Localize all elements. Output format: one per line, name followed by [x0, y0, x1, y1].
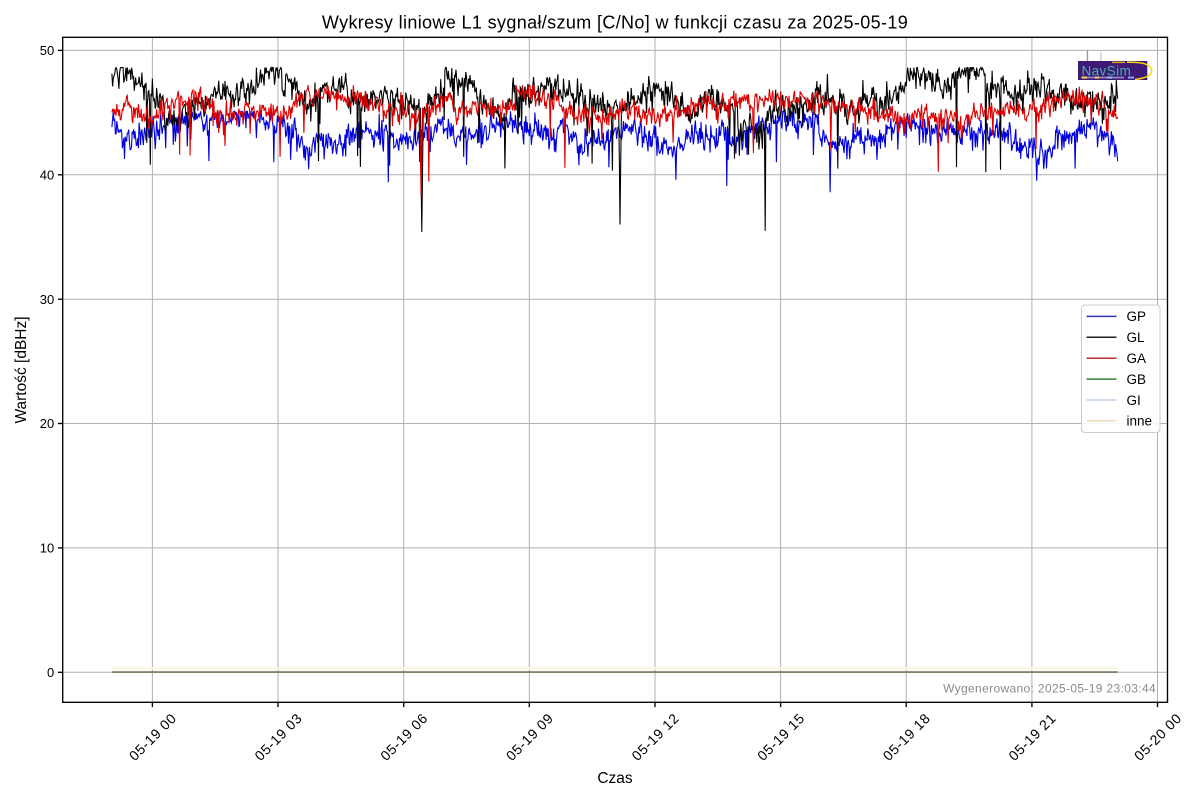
- svg-text:30: 30: [40, 292, 54, 307]
- svg-text:40: 40: [40, 167, 54, 182]
- svg-text:Wartość [dBHz]: Wartość [dBHz]: [13, 316, 30, 423]
- svg-text:inne: inne: [1127, 414, 1153, 429]
- svg-text:20: 20: [40, 416, 54, 431]
- svg-text:Czas: Czas: [597, 770, 633, 787]
- svg-text:0: 0: [47, 665, 54, 680]
- svg-text:50: 50: [40, 43, 54, 58]
- svg-text:GP: GP: [1127, 309, 1147, 324]
- svg-text:10: 10: [40, 541, 54, 556]
- svg-text:Wygenerowano: 2025-05-19 23:03: Wygenerowano: 2025-05-19 23:03:44: [943, 682, 1156, 696]
- svg-text:Wykresy liniowe L1 sygnał/szum: Wykresy liniowe L1 sygnał/szum [C/No] w …: [322, 12, 908, 32]
- svg-text:NavSim: NavSim: [1082, 64, 1132, 79]
- svg-text:GA: GA: [1127, 351, 1147, 366]
- svg-text:GI: GI: [1127, 393, 1141, 408]
- svg-text:GL: GL: [1127, 330, 1146, 345]
- svg-text:GB: GB: [1127, 372, 1147, 387]
